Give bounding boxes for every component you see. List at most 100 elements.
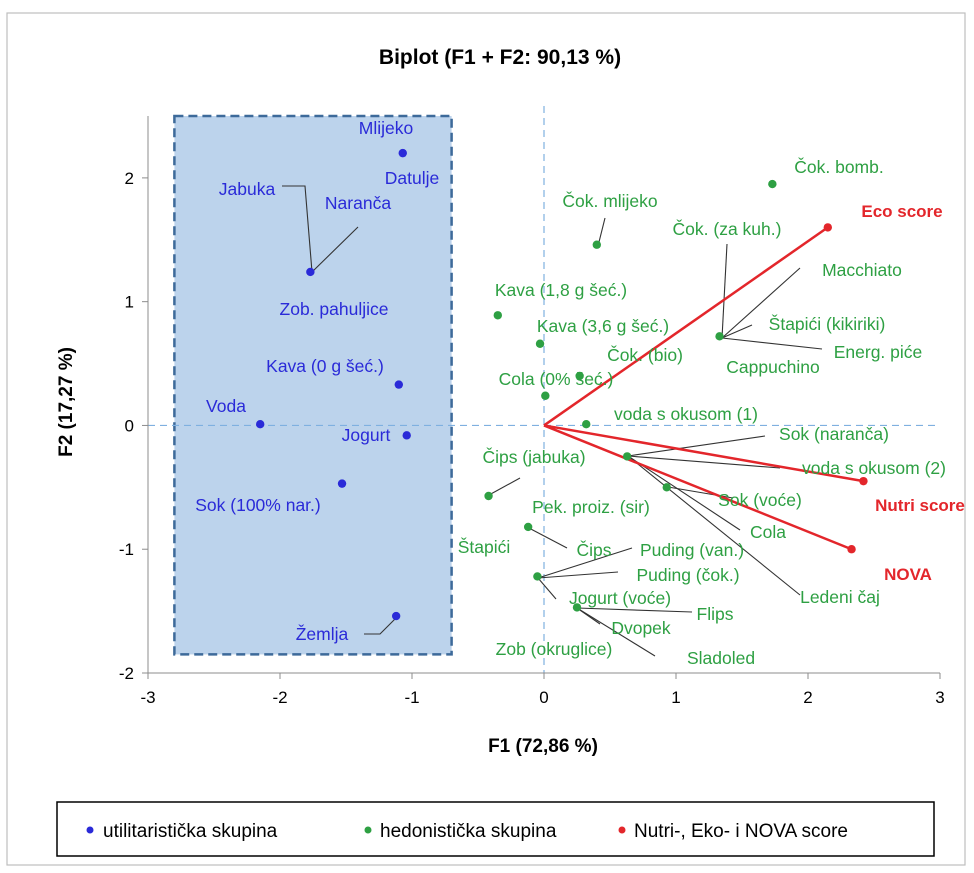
- y-tick-label: 2: [125, 169, 134, 188]
- label-sladoled: Sladoled: [687, 648, 755, 668]
- point-zemlja: [391, 611, 401, 621]
- point-kava-3-6-g-sec: [535, 339, 545, 348]
- legend-label-score: Nutri-, Eko- i NOVA score: [634, 821, 848, 842]
- point-cok-bio: [575, 371, 584, 381]
- point-flips: [572, 603, 582, 612]
- label-voda: Voda: [206, 396, 246, 416]
- label-cok-mlijeko: Čok. mlijeko: [562, 190, 657, 211]
- point-cok-bomb: [768, 179, 777, 189]
- legend: utilitaristička skupina hedonistička sku…: [56, 801, 935, 857]
- label-jabuka: Jabuka: [219, 179, 276, 199]
- point-jogurt: [402, 431, 411, 440]
- label-cappuchino: Cappuchino: [726, 357, 819, 377]
- chart-border: [6, 12, 966, 866]
- x-tick-label: 3: [935, 688, 944, 707]
- leader-jabuka: [282, 185, 313, 273]
- label-naranca: Naranča: [325, 193, 391, 213]
- x-tick-label: 0: [539, 688, 548, 707]
- leader-cola: [627, 455, 741, 531]
- leader-flips: [576, 607, 693, 613]
- label-cips: Čips: [576, 539, 611, 560]
- label-kava-0-g-sec: Kava (0 g šeć.): [266, 356, 384, 376]
- label-sok-100-nar: Sok (100% nar.): [195, 495, 320, 515]
- label-datulje: Datulje: [385, 168, 439, 188]
- legend-label-hedonic: hedonistička skupina: [380, 821, 557, 842]
- y-tick-label: -1: [119, 540, 134, 559]
- point-sok-naranca: [622, 452, 632, 461]
- leader-jogurt-voce: [537, 577, 557, 600]
- label-pek-proiz-sir: Pek. proiz. (sir): [532, 497, 650, 517]
- legend-marker-hedonic: [364, 826, 372, 834]
- leader-zemlja: [364, 616, 398, 635]
- leader-cips-jabuka: [488, 477, 521, 496]
- label-kava-1-8-g-sec: Kava (1,8 g šeć.): [495, 280, 627, 300]
- label-jogurt: Jogurt: [342, 425, 391, 445]
- point-voda: [256, 420, 265, 429]
- label-voda-s-okusom-1: voda s okusom (1): [614, 404, 758, 424]
- label-zemlja: Žemlja: [296, 624, 349, 644]
- point-nutri-score: [859, 476, 868, 486]
- leader-stapici-kikiriki: [721, 324, 753, 339]
- leader-puding-cok: [537, 571, 619, 579]
- point-eco-score: [823, 223, 832, 232]
- point-cok-mlijeko: [592, 240, 601, 249]
- x-tick-label: 1: [671, 688, 680, 707]
- x-tick-label: -1: [404, 688, 419, 707]
- y-tick-label: -2: [119, 664, 134, 683]
- x-tick-label: -3: [140, 688, 155, 707]
- y-axis-title: F2 (17,27 %): [56, 347, 77, 457]
- label-cok-bomb: Čok. bomb.: [794, 156, 883, 177]
- point-cola-0-sec: [541, 391, 550, 400]
- point-nova: [847, 545, 856, 554]
- point-mlijeko: [398, 148, 407, 158]
- leader-sladoled: [576, 607, 656, 657]
- point-stapici: [523, 522, 533, 532]
- legend-marker-score: [618, 826, 626, 834]
- x-axis-title: F1 (72,86 %): [488, 736, 598, 757]
- label-eco-score: Eco score: [861, 202, 942, 221]
- leader-puding-van: [537, 547, 633, 579]
- vector-nutri-score: [543, 424, 864, 483]
- utilitarian-group-band: [173, 114, 453, 656]
- x-tick-label: 2: [803, 688, 812, 707]
- label-nutri-score: Nutri score: [875, 496, 965, 515]
- legend-label-utilitarian: utilitaristička skupina: [103, 821, 278, 842]
- label-puding-van: Puding (van.): [640, 540, 744, 560]
- point-voda-s-okusom-1: [582, 420, 591, 429]
- point-cok-za-kuh: [715, 332, 724, 341]
- label-mlijeko: Mlijeko: [359, 118, 413, 138]
- point-kava-0-g-sec: [394, 380, 403, 389]
- leader-cok-za-kuh: [721, 243, 728, 339]
- leader-sok-naranca: [627, 435, 766, 457]
- leader-ledeni-caj: [627, 455, 801, 596]
- point-sok-voce: [662, 483, 671, 492]
- label-cola-0-sec: Cola (0% šeć.): [499, 369, 614, 389]
- label-cok-bio: Čok. (bio): [607, 344, 683, 365]
- label-kava-3-6-g-sec: Kava (3,6 g šeć.): [537, 316, 669, 336]
- leader-naranca: [311, 226, 359, 273]
- label-dvopek: Dvopek: [611, 618, 671, 638]
- label-voda-s-okusom-2: voda s okusom (2): [802, 458, 946, 478]
- label-flips: Flips: [697, 604, 734, 624]
- point-sok-100-nar: [337, 479, 347, 488]
- label-zob-pahuljice: Zob. pahuljice: [280, 299, 389, 319]
- point-kava-1-8-g-sec: [493, 311, 502, 320]
- vector-nova: [543, 424, 853, 551]
- leader-energ-pice: [721, 337, 823, 350]
- leader-voda-s-okusom-2: [627, 455, 781, 469]
- leader-macchiato: [721, 267, 801, 339]
- legend-box: [56, 801, 935, 857]
- point-jabuka: [306, 267, 315, 277]
- legend-marker-utilitarian: [86, 826, 94, 834]
- label-zob-okruglice: Zob (okruglice): [496, 639, 613, 659]
- chart-title: Biplot (F1 + F2: 90,13 %): [379, 46, 621, 69]
- point-cips-jabuka: [484, 491, 493, 501]
- label-stapici: Štapići: [458, 536, 511, 557]
- leader-cips: [526, 526, 568, 549]
- label-cips-jabuka: Čips (jabuka): [482, 446, 585, 467]
- label-energ-pice: Energ. piće: [834, 342, 923, 362]
- label-jogurt-voce: Jogurt (voće): [569, 588, 671, 608]
- y-tick-label: 0: [125, 416, 134, 435]
